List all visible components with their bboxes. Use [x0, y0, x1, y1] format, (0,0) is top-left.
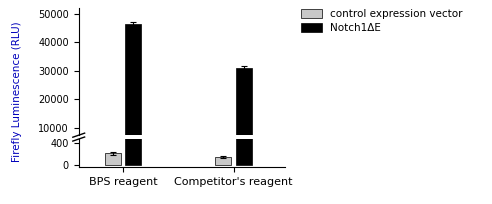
Bar [104, 156, 121, 157]
Text: Firefly Luminescence (RLU): Firefly Luminescence (RLU) [12, 21, 22, 162]
Bar [215, 157, 231, 165]
Bar [236, 68, 252, 157]
Bar [125, 0, 142, 165]
Bar [125, 24, 142, 157]
Bar [215, 156, 231, 157]
Legend: control expression vector, Notch1ΔE: control expression vector, Notch1ΔE [299, 7, 464, 35]
Bar [104, 153, 121, 165]
Bar [236, 0, 252, 165]
